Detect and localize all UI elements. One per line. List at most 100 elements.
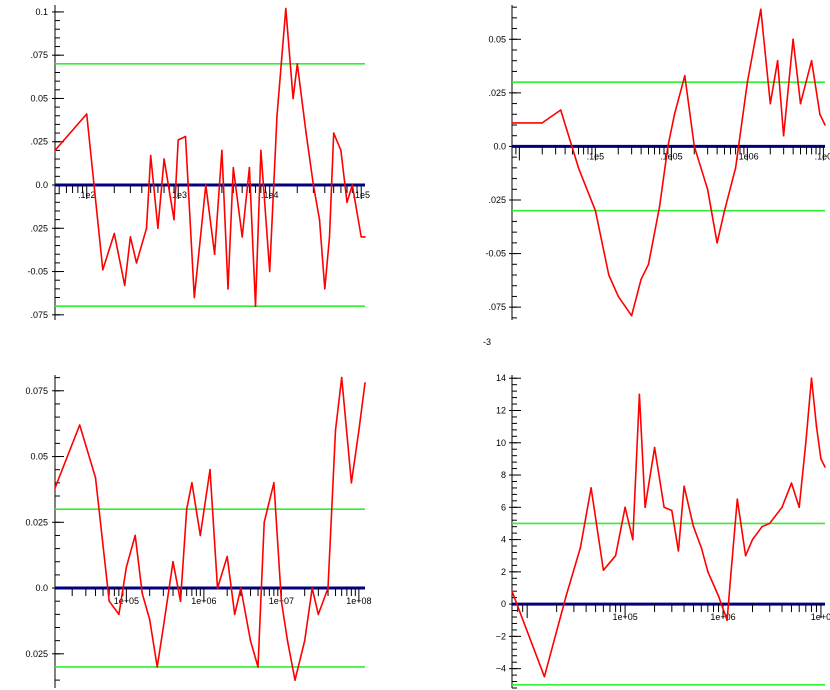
data-point: [360, 236, 363, 238]
data-point: [730, 574, 732, 576]
x-tick-label: 1e+05: [114, 596, 139, 606]
data-point: [751, 538, 754, 541]
data-point: [776, 59, 779, 62]
data-point: [280, 600, 283, 602]
data-point: [94, 476, 97, 479]
data-point: [177, 139, 179, 141]
y-tick-label: .025: [30, 137, 48, 147]
data-point: [559, 109, 562, 111]
data-point: [653, 446, 656, 449]
data-point: [286, 639, 289, 642]
y-tick-label: 10: [496, 438, 506, 448]
data-point: [123, 284, 126, 287]
y-tick-label: 4: [501, 535, 506, 545]
data-point: [608, 274, 610, 276]
data-point: [227, 288, 229, 290]
x-tick-label: .1e06: [736, 151, 759, 161]
data-point: [579, 546, 582, 549]
x-tick-label: 1e+06: [191, 596, 216, 606]
data-point: [145, 227, 148, 230]
y-tick-label: 2: [501, 567, 506, 577]
data-point: [141, 592, 143, 595]
data-point: [364, 236, 366, 238]
chart-panel-top-right: 0.05 .025 0.0 .025 -0.05 .075 .1e5 .1e05 .1e06 .1…: [485, 5, 830, 320]
data-point: [54, 487, 56, 489]
data-point: [638, 393, 641, 396]
data-point: [692, 525, 695, 528]
y-tick-label: 0.025: [25, 517, 48, 527]
data-point: [135, 262, 138, 264]
data-point: [129, 236, 132, 238]
data-point: [240, 587, 242, 589]
data-point: [303, 639, 306, 642]
data-point: [285, 7, 287, 10]
data-point: [810, 59, 813, 62]
data-point: [163, 158, 165, 160]
data-point: [233, 613, 236, 616]
data-point: [149, 154, 152, 157]
y-tick-label: 0.05: [488, 34, 506, 44]
y-tick-label: −4: [496, 664, 506, 674]
data-point: [782, 134, 785, 137]
data-point: [707, 571, 709, 573]
y-tick-label: 0.025: [25, 649, 48, 659]
y-tick-label: 6: [501, 502, 506, 512]
data-point: [700, 546, 703, 549]
data-point: [511, 122, 513, 124]
data-point: [292, 97, 294, 100]
data-point: [216, 587, 219, 589]
data-point: [647, 263, 650, 266]
data-point: [118, 613, 120, 616]
series-line: [54, 376, 366, 681]
chart-panel-top-left: 0.1 .075 0.05 .025 0.0 .025 -0.05 .075 .1e2 .1e3.…: [27, 5, 370, 320]
x-tick-label: .1e05: [660, 151, 683, 161]
y-tick-label: .075: [488, 302, 506, 312]
y-tick-label: 0.0: [35, 180, 48, 190]
data-point: [273, 482, 275, 484]
data-point: [790, 482, 793, 484]
data-point: [184, 135, 187, 138]
x-tick-label: .1e0: [815, 151, 830, 161]
data-point: [734, 167, 737, 169]
data-point: [706, 188, 709, 191]
data-point: [630, 314, 633, 317]
data-point: [276, 115, 278, 117]
data-point: [716, 242, 718, 244]
data-point: [346, 201, 348, 204]
data-point: [328, 236, 331, 238]
chart-panel-bottom-right: 14 12 10 8 6 4 2 0 −2 −4 1e+05 1e+06 1e+0: [496, 373, 830, 689]
data-point: [221, 149, 223, 152]
y-tick-label: 0.05: [30, 93, 48, 103]
data-point: [824, 466, 826, 468]
data-point: [108, 600, 110, 602]
data-point: [673, 113, 676, 116]
data-point: [268, 270, 271, 273]
data-point: [819, 113, 821, 116]
data-point: [191, 482, 193, 484]
data-point: [810, 377, 813, 380]
data-point: [746, 81, 749, 83]
data-point: [312, 184, 315, 186]
data-point: [511, 590, 513, 592]
data-point: [781, 506, 783, 509]
data-point: [640, 278, 642, 281]
y-tick-label: 0: [501, 599, 506, 609]
data-point: [334, 429, 337, 432]
data-point: [798, 506, 800, 509]
x-tick-label: 1e+05: [612, 612, 637, 622]
y-tick-label: 14: [496, 373, 506, 383]
x-tick-label: 1e+0: [811, 612, 830, 622]
data-point: [805, 442, 807, 444]
data-point: [614, 554, 617, 557]
data-point: [717, 595, 720, 597]
data-point: [324, 288, 326, 290]
data-point: [799, 102, 802, 105]
data-point: [134, 534, 136, 537]
data-point: [296, 63, 299, 65]
data-point: [254, 305, 257, 308]
y-tick-label: .075: [30, 310, 48, 320]
data-point: [241, 236, 243, 238]
data-point: [565, 595, 567, 597]
data-point: [684, 74, 686, 77]
